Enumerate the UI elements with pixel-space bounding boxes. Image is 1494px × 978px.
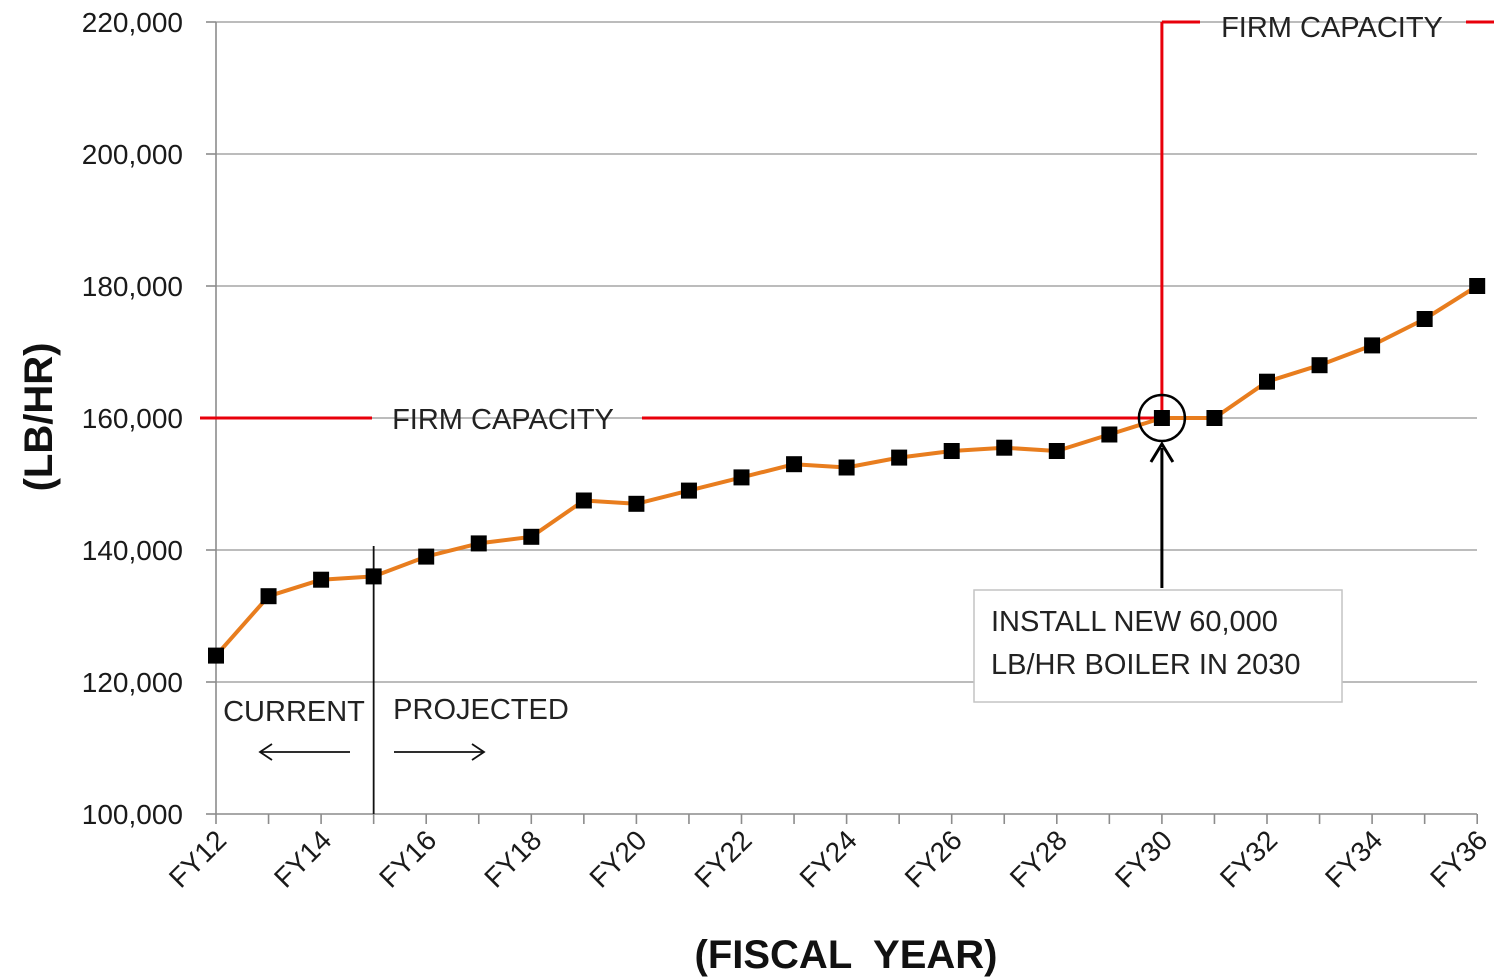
y-tick-label: 180,000 [82,271,183,302]
data-point [1311,357,1328,374]
data-point [418,548,435,565]
x-tick-label: FY24 [794,824,863,893]
data-point [1206,410,1223,426]
x-tick-label: FY28 [1004,824,1073,893]
y-tick-label: 200,000 [82,139,183,170]
callout-arrow-head [1149,441,1175,463]
x-tick-label: FY36 [1424,824,1493,893]
data-point [1048,443,1065,459]
y-tick-label: 160,000 [82,403,183,434]
current-projected-divider: CURRENT PROJECTED [223,546,569,814]
data-point [208,647,224,664]
data-point [1153,410,1170,426]
x-tick-label: FY26 [899,824,968,893]
data-point [891,449,908,466]
x-axis-ticks: FY12 FY14 FY16 FY18 FY20 FY22 FY24 FY26 FY28 FY30… [163,814,1493,894]
data-point [260,588,277,605]
data-point [943,443,960,459]
projected-label: PROJECTED [393,694,569,726]
y-tick-label: 100,000 [82,799,183,830]
data-point [628,495,645,512]
data-point [575,492,592,509]
x-tick-label: FY22 [688,824,757,893]
boiler-callout: INSTALL NEW 60,000 LB/HR BOILER IN 2030 [973,393,1343,703]
data-point [680,482,697,499]
data-point [523,528,540,545]
data-point [1101,426,1118,443]
y-tick-label: 120,000 [82,667,183,698]
x-tick-label: FY30 [1109,824,1178,893]
callout-line: INSTALL NEW 60,000 [991,606,1278,638]
series-layer [208,278,1486,664]
y-axis-title: (LB/HR) [17,343,61,492]
data-point [365,568,382,585]
current-label: CURRENT [223,696,365,728]
callout-line: LB/HR BOILER IN 2030 [991,649,1300,681]
x-tick-label: FY32 [1214,824,1283,893]
data-point [313,571,330,588]
data-point [470,535,487,552]
x-tick-label: FY20 [583,824,652,893]
projected-arrow-head [471,743,486,761]
firm-capacity-label-lower: FIRM CAPACITY [392,404,614,436]
data-point [1364,337,1381,354]
y-tick-label: 140,000 [82,535,183,566]
x-tick-label: FY12 [163,824,232,893]
firm-capacity-label-upper: FIRM CAPACITY [1221,12,1443,44]
x-tick-label: FY18 [478,824,547,893]
x-tick-label: FY16 [373,824,442,893]
data-point [1416,311,1433,327]
highlight-circle [1137,393,1187,443]
y-axis-ticks: 100,000 120,000 140,000 160,000 180,000 200,0… [82,7,183,830]
data-point [838,459,855,476]
data-point [786,456,803,473]
x-axis-title: (FISCAL YEAR) [695,933,998,977]
y-tick-label: 220,000 [82,7,183,38]
data-point [1259,373,1275,390]
firm-capacity-lines: FIRM CAPACITY FIRM CAPACITY [200,12,1494,436]
x-tick-label: FY14 [268,824,337,893]
data-point [996,439,1013,456]
data-point [733,469,750,486]
current-arrow-head [258,743,273,761]
x-tick-label: FY34 [1319,824,1388,893]
callout-box [973,589,1343,703]
data-point [1469,278,1486,294]
